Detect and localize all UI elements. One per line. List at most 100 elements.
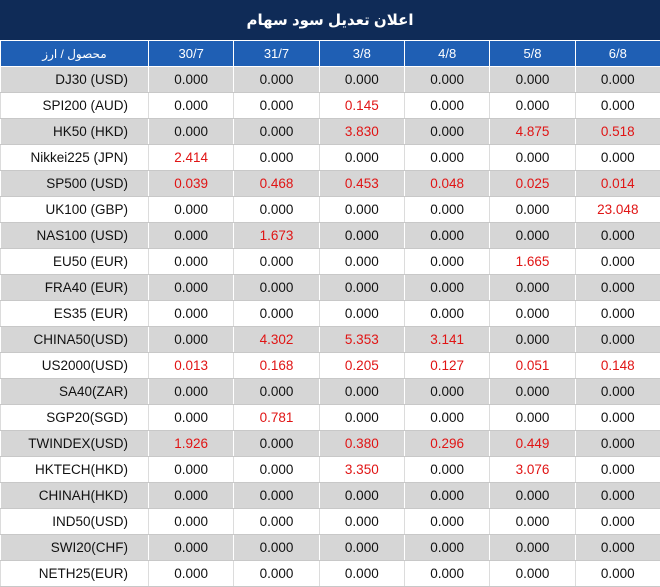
dividend-value-cell: 1.926 — [147, 430, 235, 457]
dividend-value-cell: 0.781 — [233, 404, 320, 431]
page-title: اعلان تعديل سود سهام — [0, 0, 660, 40]
dividend-value-cell: 0.168 — [233, 352, 320, 379]
dividend-value-cell: 0.000 — [147, 92, 235, 119]
dividend-value-cell: 3.350 — [318, 456, 405, 483]
row-symbol: UK100 (GBP) — [0, 196, 149, 223]
dividend-value-cell: 0.000 — [489, 66, 576, 93]
dividend-value-cell: 0.000 — [489, 534, 576, 561]
dividend-value-cell: 0.000 — [574, 508, 660, 535]
header-product-currency: محصول / ارز — [0, 40, 149, 67]
dividend-value-cell: 0.000 — [147, 248, 235, 275]
dividend-value-cell: 0.000 — [489, 274, 576, 301]
table-row: US2000(USD) 0.013 0.168 0.205 0.127 0.051 0.14… — [0, 352, 660, 379]
dividend-value-cell: 0.000 — [403, 300, 491, 327]
table-row: DJ30 (USD) 0.000 0.000 0.000 0.000 0.000 0.000 — [0, 66, 660, 93]
table-row: NETH25(EUR) 0.000 0.000 0.000 0.000 0.000 0.00… — [0, 560, 660, 587]
table-row: CHINA50(USD) 0.000 4.302 5.353 3.141 0.000 0.0… — [0, 326, 660, 353]
table-row: FRA40 (EUR) 0.000 0.000 0.000 0.000 0.000 0.00… — [0, 274, 660, 301]
dividend-value-cell: 0.453 — [318, 170, 405, 197]
table-row: HK50 (HKD) 0.000 0.000 3.830 0.000 4.875 0.518 — [0, 118, 660, 145]
table-row: IND50(USD) 0.000 0.000 0.000 0.000 0.000 0.000 — [0, 508, 660, 535]
dividend-value-cell: 0.000 — [403, 248, 491, 275]
dividend-value-cell: 0.000 — [233, 430, 320, 457]
dividend-value-cell: 0.000 — [147, 118, 235, 145]
table-row: HKTECH(HKD) 0.000 0.000 3.350 0.000 3.076 0.00… — [0, 456, 660, 483]
dividend-value-cell: 0.000 — [233, 248, 320, 275]
dividend-value-cell: 0.000 — [574, 560, 660, 587]
dividend-value-cell: 0.449 — [489, 430, 576, 457]
dividend-value-cell: 0.000 — [403, 404, 491, 431]
dividend-value-cell: 0.000 — [403, 118, 491, 145]
dividend-value-cell: 0.000 — [147, 196, 235, 223]
dividend-value-cell: 0.000 — [233, 66, 320, 93]
dividend-value-cell: 0.000 — [403, 482, 491, 509]
dividend-value-cell: 0.000 — [489, 144, 576, 171]
dividend-value-cell: 0.000 — [489, 404, 576, 431]
dividend-value-cell: 0.000 — [147, 456, 235, 483]
dividend-value-cell: 0.000 — [489, 326, 576, 353]
row-symbol: CHINA50(USD) — [0, 326, 149, 353]
row-symbol: IND50(USD) — [0, 508, 149, 535]
dividend-value-cell: 0.000 — [147, 560, 235, 587]
dividend-value-cell: 0.051 — [489, 352, 576, 379]
table-row: SWI20(CHF) 0.000 0.000 0.000 0.000 0.000 0.000 — [0, 534, 660, 561]
dividend-value-cell: 0.000 — [574, 274, 660, 301]
dividend-value-cell: 5.353 — [318, 326, 405, 353]
dividend-value-cell: 0.000 — [318, 404, 405, 431]
row-symbol: FRA40 (EUR) — [0, 274, 149, 301]
header-date: 6/8 — [574, 40, 660, 67]
dividend-value-cell: 0.000 — [233, 560, 320, 587]
row-symbol: EU50 (EUR) — [0, 248, 149, 275]
row-symbol: SGP20(SGD) — [0, 404, 149, 431]
dividend-value-cell: 0.000 — [147, 326, 235, 353]
dividend-value-cell: 3.141 — [403, 326, 491, 353]
header-date: 31/7 — [233, 40, 320, 67]
table-row: TWINDEX(USD) 1.926 0.000 0.380 0.296 0.449 0.0… — [0, 430, 660, 457]
dividend-value-cell: 0.000 — [318, 144, 405, 171]
dividend-value-cell: 0.000 — [489, 222, 576, 249]
dividend-value-cell: 0.000 — [318, 222, 405, 249]
table-row: NAS100 (USD) 0.000 1.673 0.000 0.000 0.000 0.0… — [0, 222, 660, 249]
dividend-value-cell: 0.000 — [233, 508, 320, 535]
dividend-value-cell: 0.000 — [403, 274, 491, 301]
dividend-value-cell: 0.000 — [574, 326, 660, 353]
row-symbol: US2000(USD) — [0, 352, 149, 379]
dividend-value-cell: 0.000 — [403, 560, 491, 587]
dividend-value-cell: 0.000 — [403, 92, 491, 119]
table-row: ES35 (EUR) 0.000 0.000 0.000 0.000 0.000 0.000 — [0, 300, 660, 327]
dividend-value-cell: 0.000 — [403, 456, 491, 483]
dividend-value-cell: 0.127 — [403, 352, 491, 379]
dividend-value-cell: 0.000 — [147, 300, 235, 327]
dividend-value-cell: 0.000 — [147, 404, 235, 431]
row-symbol: SA40(ZAR) — [0, 378, 149, 405]
dividend-value-cell: 0.000 — [403, 196, 491, 223]
dividend-value-cell: 0.000 — [147, 378, 235, 405]
dividend-value-cell: 0.000 — [489, 508, 576, 535]
table-row: SA40(ZAR) 0.000 0.000 0.000 0.000 0.000 0.000 — [0, 378, 660, 405]
header-date: 4/8 — [403, 40, 491, 67]
table-row: SGP20(SGD) 0.000 0.781 0.000 0.000 0.000 0.000 — [0, 404, 660, 431]
dividend-value-cell: 0.000 — [403, 508, 491, 535]
dividend-value-cell: 0.000 — [489, 196, 576, 223]
dividend-value-cell: 0.000 — [233, 534, 320, 561]
header-date: 30/7 — [147, 40, 235, 67]
dividend-value-cell: 0.000 — [233, 456, 320, 483]
row-symbol: CHINAH(HKD) — [0, 482, 149, 509]
dividend-value-cell: 0.000 — [147, 534, 235, 561]
dividend-value-cell: 0.000 — [574, 430, 660, 457]
table-row: UK100 (GBP) 0.000 0.000 0.000 0.000 0.000 23.0… — [0, 196, 660, 223]
row-symbol: DJ30 (USD) — [0, 66, 149, 93]
dividend-value-cell: 0.000 — [403, 222, 491, 249]
dividend-value-cell: 0.000 — [574, 222, 660, 249]
row-symbol: NAS100 (USD) — [0, 222, 149, 249]
dividend-value-cell: 0.296 — [403, 430, 491, 457]
table-row: CHINAH(HKD) 0.000 0.000 0.000 0.000 0.000 0.00… — [0, 482, 660, 509]
dividend-value-cell: 0.025 — [489, 170, 576, 197]
table-row: SPI200 (AUD) 0.000 0.000 0.145 0.000 0.000 0.0… — [0, 92, 660, 119]
dividend-value-cell: 0.000 — [489, 378, 576, 405]
dividend-value-cell: 0.000 — [489, 482, 576, 509]
dividend-value-cell: 0.000 — [574, 482, 660, 509]
dividend-value-cell: 0.000 — [574, 456, 660, 483]
dividend-value-cell: 0.000 — [318, 66, 405, 93]
